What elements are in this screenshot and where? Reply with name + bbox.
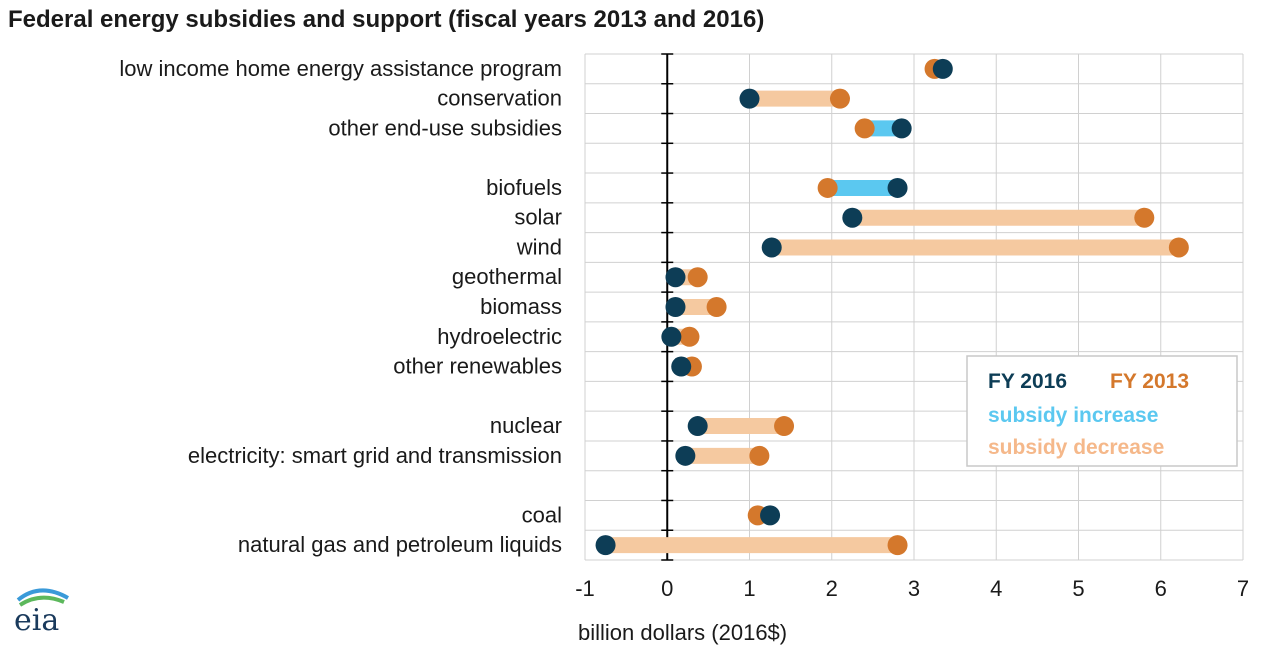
x-tick-label: 2 [826,576,838,601]
legend-increase: subsidy increase [988,404,1158,427]
fy2013-dot [774,416,795,437]
category-label: coal [522,502,562,527]
category-label: hydroelectric [437,324,562,349]
fy2016-dot [675,445,696,466]
x-tick-label: 5 [1072,576,1084,601]
fy2016-dot [761,237,782,258]
fy2013-dot [829,88,850,109]
x-tick-label: 1 [743,576,755,601]
fy2013-dot [817,177,838,198]
legend-decrease: subsidy decrease [988,436,1164,459]
x-tick-label: 3 [908,576,920,601]
category-label: natural gas and petroleum liquids [238,532,562,557]
eia-logo-text: eia [14,603,59,638]
category-label: other renewables [393,354,562,379]
x-axis-title: billion dollars (2016$) [578,620,787,645]
fy2016-dot [739,88,760,109]
x-tick-labels: -1 0 1 2 3 4 5 6 7 [575,576,1249,601]
fy2013-dot [687,267,708,288]
dumbbell-dots [595,58,1189,556]
fy2016-dot [887,177,908,198]
fy2013-dot [1168,237,1189,258]
fy2016-dot [671,356,692,377]
fy2013-dot [706,297,727,317]
category-label: nuclear [490,413,562,438]
category-label: wind [516,234,562,259]
fy2013-dot [679,326,700,347]
legend-box [966,355,1238,467]
legend: FY 2016 FY 2013 subsidy increase subsidy… [966,355,1238,467]
category-labels: low income home energy assistance progra… [119,56,562,557]
legend-fy2016: FY 2016 [988,370,1067,393]
dumbbell-bars [605,60,1179,554]
category-label: low income home energy assistance progra… [119,56,562,81]
fy2013-dot [854,118,875,139]
fy2013-dot [749,445,770,466]
fy2013-dot [887,535,908,556]
fy2016-dot [842,207,863,228]
fy2016-dot [665,297,686,317]
category-label: biomass [480,294,562,319]
fy2013-dot [1134,207,1155,228]
category-label: solar [514,205,562,230]
category-label: geothermal [452,264,562,289]
legend-fy2013: FY 2013 [1110,370,1189,393]
eia-logo: eia [14,588,69,638]
chart-title: Federal energy subsidies and support (fi… [8,6,765,33]
fy2016-dot [891,118,912,139]
fy2016-dot [760,505,781,526]
fy2016-dot [932,58,953,79]
fy2016-dot [665,267,686,288]
category-label: conservation [437,86,562,111]
x-tick-label: 6 [1155,576,1167,601]
category-label: other end-use subsidies [328,115,562,140]
fy2016-dot [661,326,682,347]
fy2016-dot [595,535,616,556]
x-tick-label: -1 [575,576,595,601]
x-tick-label: 7 [1237,576,1249,601]
x-tick-label: 4 [990,576,1002,601]
category-label: electricity: smart grid and transmission [188,443,562,468]
x-tick-label: 0 [661,576,673,601]
fy2016-dot [687,416,708,437]
category-label: biofuels [486,175,562,200]
